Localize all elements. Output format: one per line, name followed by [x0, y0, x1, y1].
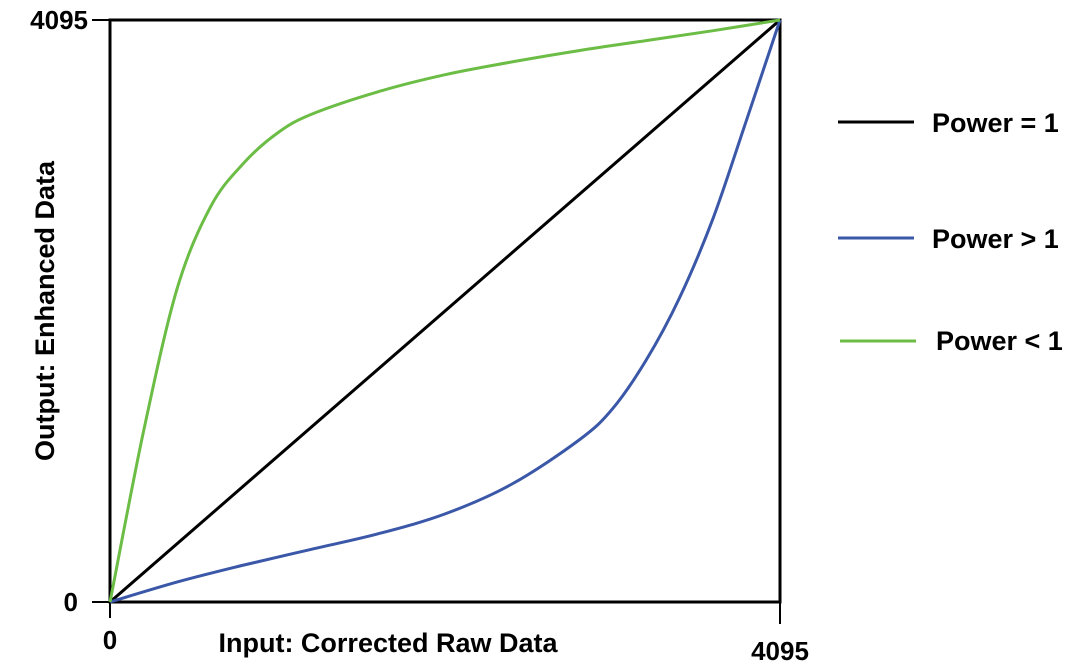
series-layer	[108, 18, 782, 604]
legend-label-power-gt-1: Power > 1	[932, 224, 1059, 254]
legend: Power = 1 Power > 1 Power < 1	[838, 108, 1063, 356]
series-line-power-gt-1	[109, 19, 782, 604]
y-axis-label: Output: Enhanced Data	[30, 160, 60, 461]
legend-label-power-eq-1: Power = 1	[932, 108, 1059, 138]
legend-label-power-lt-1: Power < 1	[936, 326, 1063, 356]
y-tick-label-max: 4095	[30, 5, 88, 35]
x-tick-label-min: 0	[103, 625, 117, 655]
series-line-power-eq-1	[109, 18, 781, 604]
x-tick-label-max: 4095	[751, 636, 809, 666]
y-tick-label-min: 0	[64, 587, 78, 617]
x-axis-label: Input: Corrected Raw Data	[218, 628, 558, 658]
series-line-power-lt-1	[108, 18, 781, 603]
